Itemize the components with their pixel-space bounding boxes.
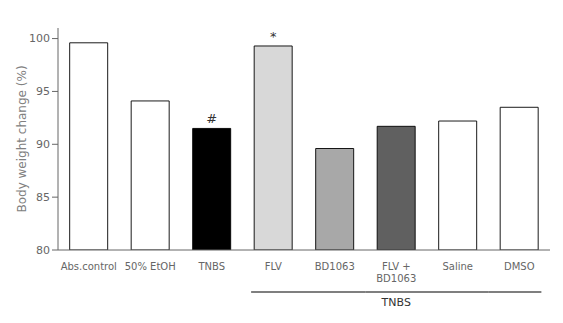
svg-text:*: * xyxy=(270,29,277,44)
svg-text:Abs.control: Abs.control xyxy=(61,261,117,272)
svg-text:50% EtOH: 50% EtOH xyxy=(125,261,176,272)
svg-text:80: 80 xyxy=(36,244,50,257)
svg-text:BD1063: BD1063 xyxy=(315,261,355,272)
svg-text:Body weight change (%): Body weight change (%) xyxy=(15,65,29,212)
svg-text:FLV +BD1063: FLV +BD1063 xyxy=(376,261,416,284)
svg-text:FLV: FLV xyxy=(265,261,282,272)
svg-text:Saline: Saline xyxy=(442,261,473,272)
svg-text:95: 95 xyxy=(36,85,50,98)
svg-text:100: 100 xyxy=(29,32,50,45)
svg-text:#: # xyxy=(206,111,217,126)
svg-text:85: 85 xyxy=(36,191,50,204)
svg-text:TNBS: TNBS xyxy=(197,261,225,272)
svg-text:DMSO: DMSO xyxy=(504,261,535,272)
svg-text:90: 90 xyxy=(36,138,50,151)
svg-text:TNBS: TNBS xyxy=(381,296,411,309)
